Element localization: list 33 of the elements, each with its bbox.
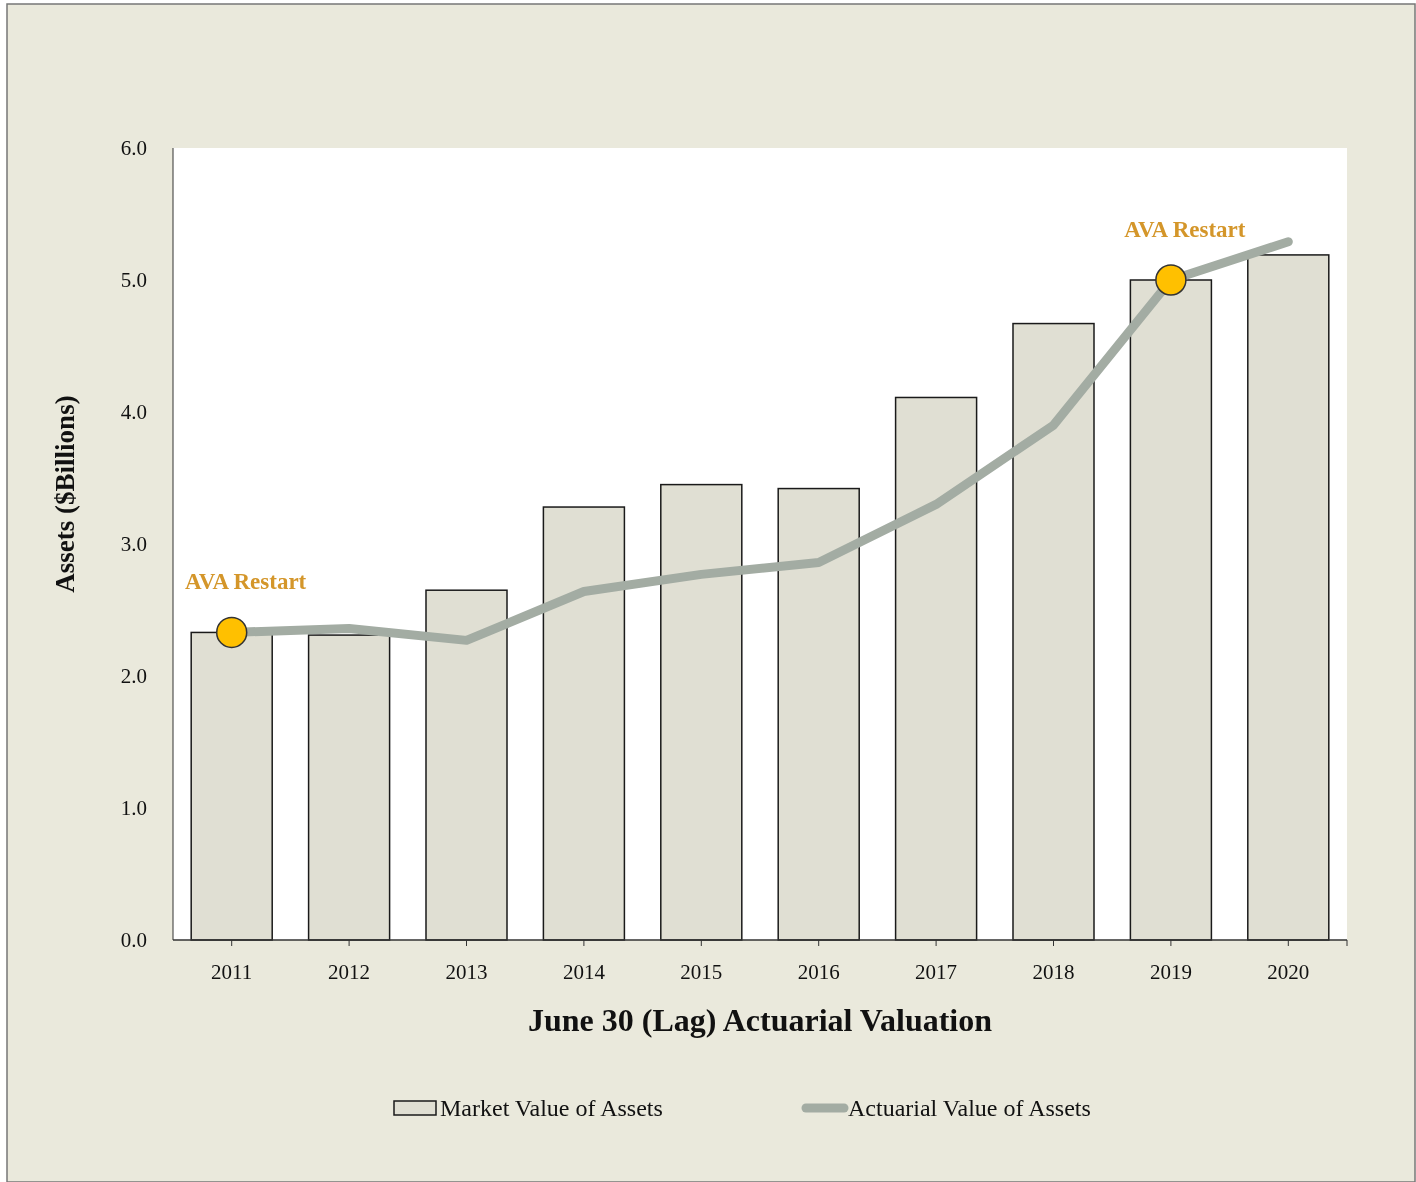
y-tick-label: 2.0 bbox=[120, 664, 147, 689]
x-tick-label: 2012 bbox=[328, 960, 371, 984]
y-tick-label: 5.0 bbox=[120, 268, 147, 293]
bar bbox=[190, 631, 273, 941]
x-tick-label: 2015 bbox=[680, 960, 723, 984]
x-tick-label: 2013 bbox=[445, 960, 488, 984]
x-tick-label: 2011 bbox=[211, 960, 253, 984]
legend-label: Market Value of Assets bbox=[440, 1095, 663, 1122]
y-tick-label: 0.0 bbox=[120, 928, 147, 953]
x-tick-label: 2019 bbox=[1149, 960, 1192, 984]
bar bbox=[425, 589, 508, 941]
x-tick-label: 2017 bbox=[915, 960, 958, 984]
annotation: AVA Restart bbox=[1124, 217, 1246, 242]
y-tick-label: 4.0 bbox=[120, 400, 147, 425]
y-tick-label: 3.0 bbox=[120, 532, 147, 557]
legend-label: Actuarial Value of Assets bbox=[848, 1095, 1091, 1122]
y-tick-label: 6.0 bbox=[120, 136, 147, 161]
bar bbox=[777, 487, 860, 941]
x-tick-label: 2018 bbox=[1032, 960, 1075, 984]
bar bbox=[1129, 279, 1213, 941]
y-axis-title: Assets ($Billions) bbox=[50, 395, 80, 593]
y-tick-label: 1.0 bbox=[120, 796, 147, 821]
bar bbox=[542, 506, 626, 941]
bar bbox=[1247, 254, 1330, 941]
x-tick-label: 2016 bbox=[797, 960, 840, 984]
x-tick-label: 2014 bbox=[562, 960, 606, 984]
annotation: AVA Restart bbox=[185, 569, 307, 595]
bar bbox=[894, 396, 978, 941]
bar bbox=[1012, 322, 1095, 941]
bar bbox=[660, 483, 743, 941]
x-tick-label: 2020 bbox=[1267, 960, 1310, 984]
x-axis-title: June 30 (Lag) Actuarial Valuation bbox=[527, 1002, 993, 1038]
bar bbox=[307, 634, 391, 941]
